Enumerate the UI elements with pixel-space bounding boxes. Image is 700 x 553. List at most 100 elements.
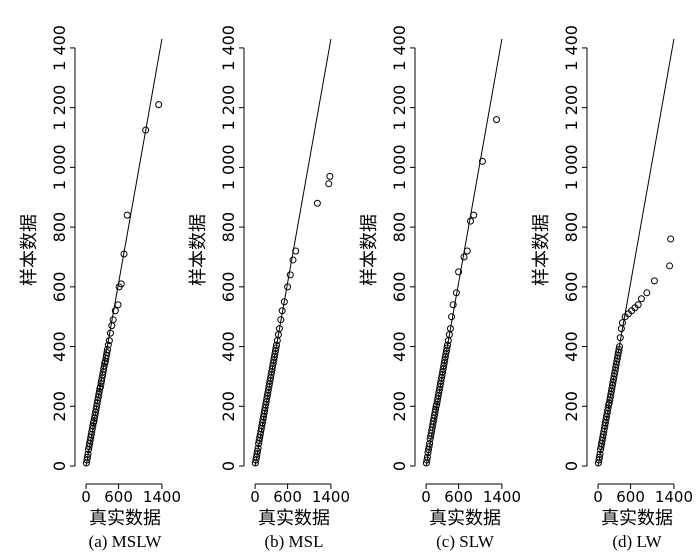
data-point [103,346,111,354]
data-point [643,289,651,297]
reference-line [425,38,503,467]
x-tick-label: 1400 [312,488,350,506]
panel-caption: (a) MSLW [89,532,163,551]
data-point [637,295,645,303]
data-point [618,319,626,327]
y-tick-label: 1 400 [50,25,69,71]
data-point [123,211,131,219]
y-tick-label: 0 [562,461,581,471]
data-point [666,262,674,270]
data-point [284,283,292,291]
data-point [142,126,150,134]
data-point [425,443,433,451]
y-tick-label: 1 000 [50,144,69,190]
data-point [278,307,286,315]
data-point [280,298,288,306]
x-tick-label: 1400 [483,488,521,506]
data-point [463,247,471,255]
x-tick-label: 600 [104,488,133,506]
y-tick-label: 400 [219,331,238,362]
data-point [105,337,113,345]
y-tick-label: 800 [50,212,69,243]
x-tick-label: 600 [444,488,473,506]
y-axis-title: 样本数据 [188,214,209,286]
panel-caption: (d) LW [612,532,662,551]
y-tick-label: 200 [562,391,581,422]
y-tick-label: 800 [390,212,409,243]
data-point [120,250,128,258]
data-point [470,211,478,219]
x-axis-title: 真实数据 [89,508,161,529]
data-point [89,422,97,430]
data-point [443,341,451,349]
data-point [83,453,91,461]
data-point [326,172,334,180]
data-point [634,301,642,309]
data-point [449,301,457,309]
x-tick-label: 600 [273,488,302,506]
data-point [114,301,122,309]
x-axis-title: 真实数据 [601,508,673,529]
reference-line [85,38,163,467]
data-point [117,280,125,288]
y-tick-label: 600 [219,272,238,303]
y-tick-label: 800 [562,212,581,243]
y-tick-label: 1 200 [219,85,238,131]
y-tick-label: 400 [50,331,69,362]
data-point [277,316,285,324]
x-tick-label: 0 [250,488,260,506]
data-point [254,444,262,452]
x-tick-label: 1400 [655,488,693,506]
data-point [448,313,456,321]
data-point [292,247,300,255]
data-point [313,199,321,207]
y-tick-label: 1 000 [562,144,581,190]
x-axis-title: 真实数据 [429,508,501,529]
data-point [460,253,468,261]
x-tick-label: 0 [421,488,431,506]
y-tick-label: 1 400 [562,25,581,71]
data-point [104,341,112,349]
panel-caption: (b) MSL [264,532,323,551]
y-tick-label: 200 [50,391,69,422]
data-point [423,453,431,461]
y-axis-title: 样本数据 [359,214,380,286]
data-point [478,157,486,165]
data-point [595,453,603,461]
y-tick-label: 1 200 [390,85,409,131]
y-tick-label: 600 [390,272,409,303]
y-tick-label: 1 200 [50,85,69,131]
x-tick-label: 0 [81,488,91,506]
data-point [616,334,624,342]
data-point [95,387,103,395]
panel-3: 0 200 400 600 800 1 000 1 200 1 400 0 600 1400 样本数据… [359,25,521,551]
data-point [446,325,454,333]
data-point [667,235,675,243]
data-point [106,329,114,337]
data-point [275,325,283,333]
y-tick-label: 800 [219,212,238,243]
data-point [111,307,119,315]
x-tick-label: 600 [616,488,645,506]
panel-4: 0 200 400 600 800 1 000 1 200 1 400 0 600 1400 样本数据… [531,25,693,551]
y-tick-label: 0 [50,461,69,471]
y-tick-label: 1 000 [219,144,238,190]
y-tick-label: 1 200 [562,85,581,131]
y-tick-label: 400 [390,331,409,362]
y-tick-label: 1 400 [390,25,409,71]
y-tick-label: 1 400 [219,25,238,71]
data-point [443,344,451,352]
data-point [426,440,434,448]
y-tick-label: 200 [219,391,238,422]
y-tick-label: 200 [390,391,409,422]
data-point [272,344,280,352]
x-tick-label: 1400 [143,488,181,506]
data-point [325,180,333,188]
x-tick-label: 0 [593,488,603,506]
data-point [103,349,111,357]
data-point [467,217,474,225]
data-point [617,325,625,333]
y-tick-label: 0 [390,461,409,471]
data-point [286,271,294,279]
